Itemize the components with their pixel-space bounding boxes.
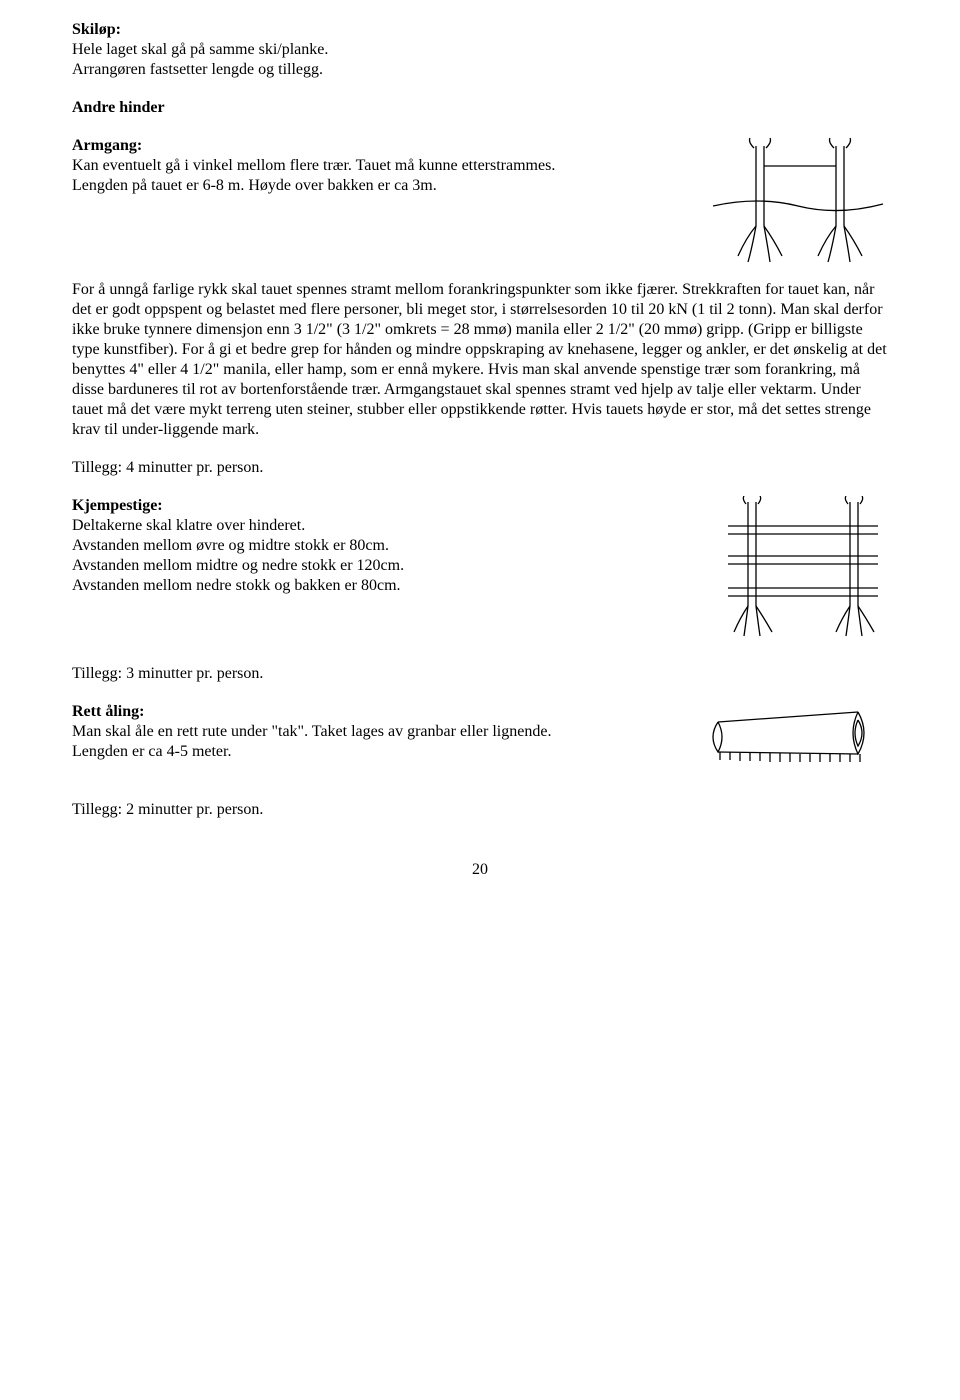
armgang-title: Armgang:	[72, 136, 700, 156]
kjempe-l4: Avstanden mellom nedre stokk og bakken e…	[72, 576, 710, 596]
skilop-l1: Hele laget skal gå på samme ski/planke.	[72, 40, 888, 60]
armgang-p1a: Kan eventuelt gå i vinkel mellom flere t…	[72, 156, 700, 176]
kjempe-tillegg: Tillegg: 3 minutter pr. person.	[72, 664, 888, 684]
armgang-p2: For å unngå farlige rykk skal tauet spen…	[72, 280, 888, 440]
aling-tillegg: Tillegg: 2 minutter pr. person.	[72, 800, 888, 820]
skilop-title: Skiløp:	[72, 20, 888, 40]
armgang-row: Armgang: Kan eventuelt gå i vinkel mello…	[72, 136, 888, 276]
kjempe-row: Kjempestige: Deltakerne skal klatre over…	[72, 496, 888, 646]
armgang-tillegg: Tillegg: 4 minutter pr. person.	[72, 458, 888, 478]
kjempe-l1: Deltakerne skal klatre over hinderet.	[72, 516, 710, 536]
document-page: Skiløp: Hele laget skal gå på samme ski/…	[0, 0, 960, 1400]
skilop-l2: Arrangøren fastsetter lengde og tillegg.	[72, 60, 888, 80]
page-number: 20	[72, 860, 888, 880]
kjempe-title: Kjempestige:	[72, 496, 710, 516]
trees-rope-icon	[708, 136, 888, 276]
aling-row: Rett åling: Man skal åle en rett rute un…	[72, 702, 888, 782]
aling-l2: Lengden er ca 4-5 meter.	[72, 742, 690, 762]
kjempe-l3: Avstanden mellom midtre og nedre stokk e…	[72, 556, 710, 576]
armgang-p1b: Lengden på tauet er 6-8 m. Høyde over ba…	[72, 176, 700, 196]
aling-title: Rett åling:	[72, 702, 690, 722]
kjempe-l2: Avstanden mellom øvre og midtre stokk er…	[72, 536, 710, 556]
log-icon	[698, 702, 888, 782]
ladder-icon	[718, 496, 888, 646]
andre-title: Andre hinder	[72, 98, 888, 118]
aling-l1: Man skal åle en rett rute under "tak". T…	[72, 722, 690, 742]
